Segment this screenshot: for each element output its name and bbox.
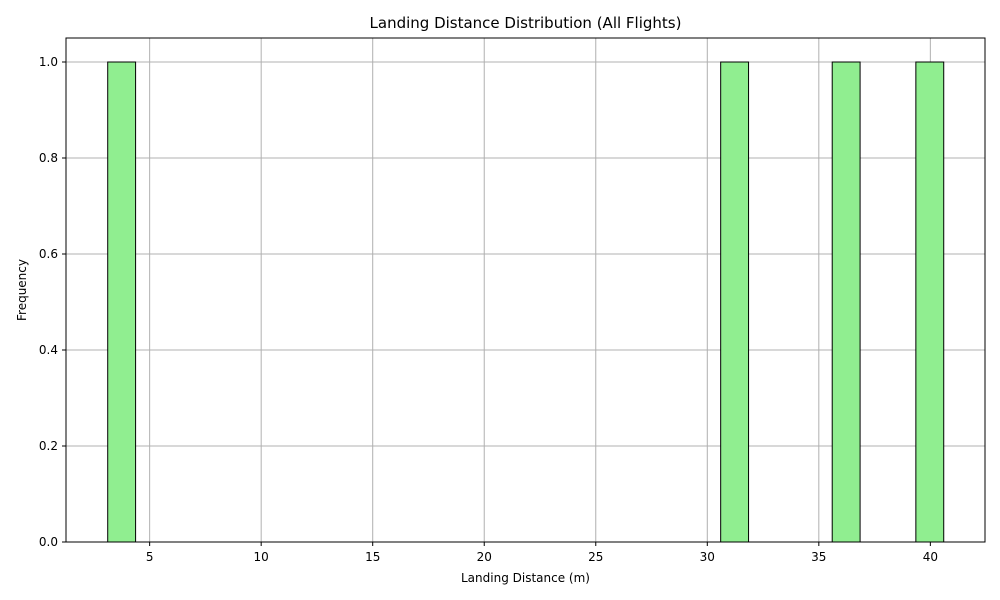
y-axis-title: Frequency: [15, 259, 29, 321]
y-tick-label-4: 0.8: [39, 151, 58, 165]
histogram-bar-0: [107, 61, 137, 543]
plot-frame: [65, 37, 986, 543]
histogram-bar-1: [720, 61, 750, 543]
y-tick-label-2: 0.4: [39, 343, 58, 357]
histogram-bar-2: [831, 61, 861, 543]
x-tick-label-3: 20: [477, 550, 492, 564]
chart-title: Landing Distance Distribution (All Fligh…: [370, 14, 682, 32]
x-axis-title: Landing Distance (m): [461, 571, 590, 585]
y-axis-ticks: 0.0 0.2 0.4 0.6 0.8 1.0: [39, 55, 66, 549]
histogram-bar-3: [915, 61, 945, 543]
x-tick-label-5: 30: [700, 550, 715, 564]
x-tick-label-0: 5: [146, 550, 154, 564]
x-tick-label-7: 40: [923, 550, 938, 564]
y-tick-label-1: 0.2: [39, 439, 58, 453]
x-tick-label-6: 35: [811, 550, 826, 564]
x-tick-label-2: 15: [365, 550, 380, 564]
y-tick-label-5: 1.0: [39, 55, 58, 69]
bars-group: [107, 61, 945, 543]
y-tick-label-0: 0.0: [39, 535, 58, 549]
x-axis-ticks: 5 10 15 20 25 30 35 40: [146, 542, 938, 564]
y-tick-label-3: 0.6: [39, 247, 58, 261]
x-tick-label-1: 10: [254, 550, 269, 564]
x-tick-label-4: 25: [588, 550, 603, 564]
